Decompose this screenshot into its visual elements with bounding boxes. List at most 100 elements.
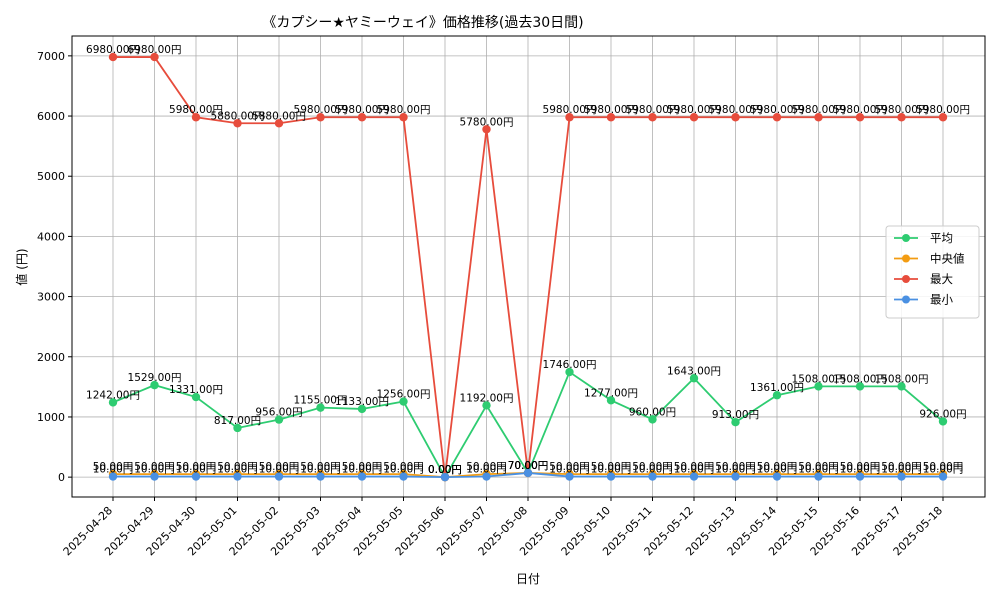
data-point (316, 113, 325, 122)
legend-marker (902, 234, 910, 242)
data-point (689, 113, 699, 122)
data-label: 1643.00円 (667, 365, 721, 377)
data-point (274, 119, 284, 128)
data-label: 50.00円 (674, 461, 715, 473)
y-tick-label: 0 (58, 471, 65, 484)
legend-label: 最小 (930, 293, 953, 307)
data-point (648, 415, 657, 424)
data-point (565, 472, 574, 481)
data-point (772, 113, 782, 122)
data-label: 50.00円 (881, 461, 922, 473)
data-label: 5980.00円 (709, 104, 763, 116)
data-label: 913.00円 (712, 409, 759, 421)
data-label: 5880.00円 (252, 110, 306, 122)
y-tick-label: 7000 (37, 50, 65, 63)
data-point (731, 417, 740, 427)
data-label: 0.00円 (428, 464, 462, 476)
data-point (689, 472, 699, 481)
data-label: 1192.00円 (460, 392, 514, 404)
data-label: 50.00円 (840, 461, 881, 473)
data-label: 1155.00円 (294, 395, 348, 407)
data-label: 10.00円 (632, 464, 673, 476)
data-label: 50.00円 (923, 461, 964, 473)
data-label: 1508.00円 (875, 373, 929, 385)
y-tick-label: 4000 (37, 230, 65, 243)
data-label: 5880.00円 (211, 110, 265, 122)
x-axis-title: 日付 (516, 572, 540, 586)
data-label: 6980.00円 (86, 44, 140, 56)
data-point (565, 113, 574, 122)
data-label: 50.00円 (798, 461, 839, 473)
data-point (399, 397, 408, 406)
data-point (440, 472, 450, 482)
data-label: 50.00円 (383, 461, 424, 473)
data-label: 70.00円 (508, 460, 549, 472)
y-tick-label: 3000 (37, 291, 65, 304)
data-label: 0.00円 (428, 464, 462, 476)
data-point (855, 382, 865, 391)
data-point (108, 52, 118, 62)
data-point (814, 113, 823, 122)
data-point (274, 415, 284, 424)
data-point (399, 472, 408, 481)
data-point (482, 125, 491, 134)
data-point (565, 367, 574, 377)
data-point (772, 391, 782, 400)
data-label: 1508.00円 (833, 373, 887, 385)
data-label: 5980.00円 (543, 104, 597, 116)
data-point (357, 113, 367, 122)
data-label: 50.00円 (632, 461, 673, 473)
data-point (357, 472, 367, 481)
data-point (399, 113, 408, 122)
data-label: 50.00円 (259, 461, 300, 473)
data-label: 5980.00円 (833, 104, 887, 116)
data-label: 6980.00円 (128, 44, 182, 56)
data-point (938, 417, 948, 426)
data-label: 5980.00円 (335, 104, 389, 116)
data-point (108, 398, 118, 407)
data-label: 5980.00円 (377, 104, 431, 116)
data-label: 50.00円 (715, 461, 756, 473)
legend-label: 中央値 (930, 252, 965, 266)
data-point (191, 392, 201, 402)
data-point (150, 472, 159, 481)
data-point (897, 382, 906, 391)
data-label: 1361.00円 (750, 382, 804, 394)
chart-title: 《カプシー★ヤミーウェイ》価格推移(過去30日間) (262, 15, 583, 31)
legend-marker (902, 254, 910, 263)
data-label: 10.00円 (259, 464, 300, 476)
data-label: 50.00円 (300, 461, 341, 473)
data-label: 1133.00円 (335, 396, 389, 408)
data-label: 10.00円 (383, 464, 424, 476)
data-label: 10.00円 (881, 464, 922, 476)
data-point (357, 404, 367, 414)
data-point (897, 113, 906, 122)
data-point (482, 401, 491, 410)
legend-box (885, 225, 980, 319)
y-axis-title: 値 (円) (14, 248, 29, 285)
data-label: 5980.00円 (169, 104, 223, 116)
data-point (606, 396, 616, 405)
data-label: 10.00円 (176, 464, 217, 476)
data-point (274, 472, 284, 481)
data-label: 926.00円 (919, 408, 966, 420)
data-point (233, 119, 242, 128)
data-label: 50.00円 (217, 461, 258, 473)
data-label: 5980.00円 (916, 104, 970, 116)
data-point (233, 472, 242, 481)
data-label: 5780.00円 (460, 116, 514, 128)
legend-marker (902, 295, 910, 304)
data-point (191, 472, 201, 481)
data-point (897, 472, 906, 481)
data-label: 1746.00円 (543, 359, 597, 371)
data-label: 10.00円 (549, 464, 590, 476)
data-label: 50.00円 (134, 461, 175, 473)
data-label: 1256.00円 (377, 389, 431, 401)
legend-marker (902, 275, 910, 283)
data-label: 1242.00円 (86, 389, 140, 401)
data-point (772, 472, 782, 481)
data-point (855, 113, 865, 122)
data-label: 10.00円 (134, 464, 175, 476)
